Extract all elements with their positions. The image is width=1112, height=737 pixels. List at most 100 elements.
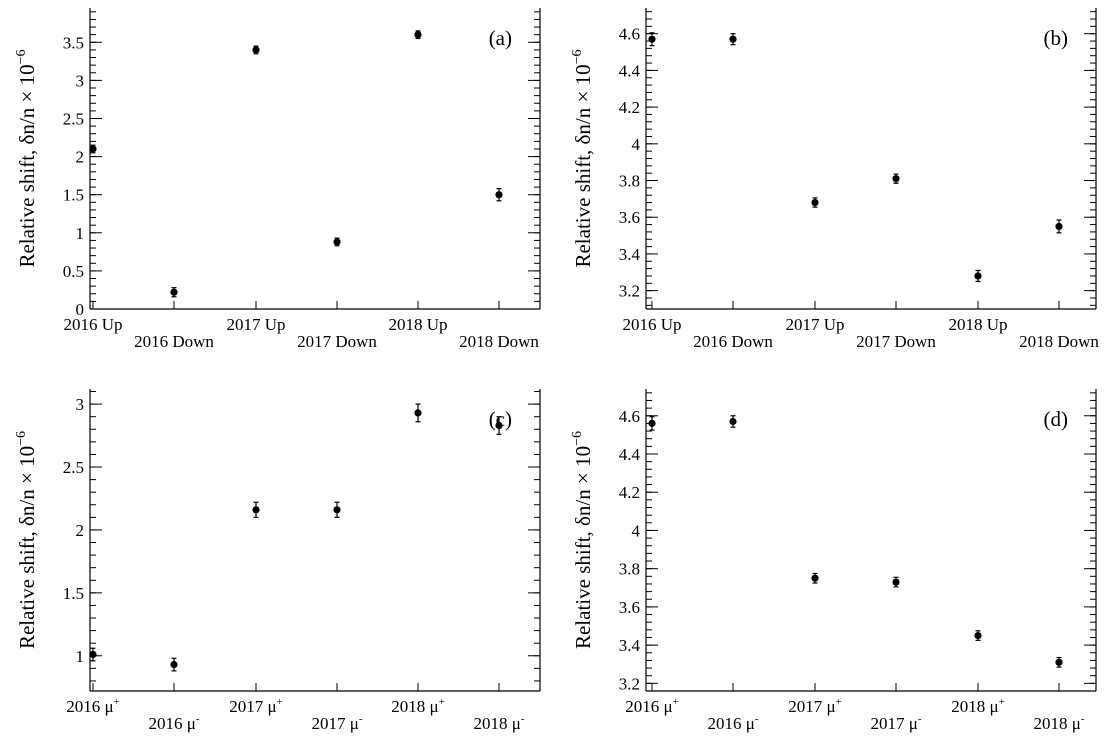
x-category-superscript: + <box>277 696 283 708</box>
y-tick-label: 4.2 <box>619 98 640 117</box>
y-tick-label: 3.2 <box>619 674 640 693</box>
x-category-base: 2016 Up <box>622 315 681 334</box>
y-axis-label-text: Relative shift, δn/n × 10 <box>15 64 39 267</box>
data-point <box>495 421 503 430</box>
y-tick-label: 0 <box>76 300 85 319</box>
x-category-base: 2016 Up <box>63 315 122 334</box>
y-tick-label: 4.4 <box>619 61 641 80</box>
x-category-label: 2017 Down <box>856 332 936 351</box>
y-tick-label: 3.4 <box>619 636 641 655</box>
x-category-base: 2016 Down <box>134 332 214 351</box>
x-category-base: 2017 μ <box>311 714 358 733</box>
y-tick-label: 4.2 <box>619 483 640 502</box>
panel-tag: (a) <box>489 26 512 50</box>
data-point <box>89 650 97 659</box>
x-category-superscript: + <box>673 696 679 708</box>
y-tick-label: 2 <box>76 148 85 167</box>
x-category-label: 2017 μ+ <box>229 696 283 716</box>
x-category-superscript: + <box>439 696 445 708</box>
panel-tag: (d) <box>1044 407 1069 431</box>
panel-a: 0 0.5 1 1.5 2 2.5 3 3.5 2016 Up 2016 Down 2017 Up 2… <box>14 8 541 351</box>
x-category-label: 2018 Down <box>459 332 539 351</box>
data-point <box>974 272 982 280</box>
y-tick-label: 2.5 <box>63 109 84 128</box>
y-axis-label-text: Relative shift, δn/n × 10 <box>571 64 595 267</box>
x-category-base: 2016 μ <box>625 697 672 716</box>
y-tick-label: 2 <box>76 521 85 540</box>
x-category-label: 2018 Up <box>388 315 447 334</box>
data-point <box>648 35 656 43</box>
y-axis-label-exponent: −6 <box>14 49 29 64</box>
x-category-base: 2016 μ <box>148 714 195 733</box>
x-category-superscript: + <box>999 696 1005 708</box>
x-category-base: 2017 μ <box>229 697 276 716</box>
x-category-superscript: - <box>918 713 922 725</box>
data-point <box>414 31 422 39</box>
y-tick-label: 3.4 <box>619 245 641 264</box>
data-point <box>414 409 422 417</box>
x-category-label: 2017 Up <box>226 315 285 334</box>
data-point <box>648 419 656 428</box>
x-category-label: 2016 μ- <box>707 713 758 733</box>
x-category-label: 2018 μ+ <box>391 696 445 716</box>
y-tick-label: 4 <box>632 135 641 154</box>
x-category-superscript: + <box>114 696 120 708</box>
x-category-label: 2016 μ- <box>148 713 199 733</box>
data-point <box>333 238 341 246</box>
x-category-base: 2017 μ <box>788 697 835 716</box>
x-category-label: 2016 μ+ <box>625 696 679 716</box>
panel-b: 3.2 3.4 3.6 3.8 4 4.2 4.4 4.6 2016 Up 2016 Down 20… <box>570 8 1099 351</box>
y-tick-label: 0.5 <box>63 262 84 281</box>
y-tick-label: 3.2 <box>619 282 640 301</box>
data-point <box>892 578 900 586</box>
data-point <box>1055 658 1063 666</box>
x-category-base: 2017 Down <box>297 332 377 351</box>
data-point <box>811 198 819 207</box>
x-category-label: 2017 Up <box>785 315 844 334</box>
y-axis-label: Relative shift, δn/n × 10−6 <box>570 431 595 649</box>
x-category-label: 2016 Down <box>134 332 214 351</box>
y-axis-label-exponent: −6 <box>14 431 29 446</box>
y-axis-label-exponent: −6 <box>570 431 585 446</box>
panel-tag: (c) <box>489 407 512 431</box>
y-tick-label: 3 <box>76 71 85 90</box>
x-category-label: 2018 μ+ <box>951 696 1005 716</box>
y-tick-label: 4.6 <box>619 407 640 426</box>
x-category-base: 2017 Down <box>856 332 936 351</box>
x-category-label: 2017 Down <box>297 332 377 351</box>
data-point <box>811 574 819 582</box>
x-category-superscript: - <box>359 713 363 725</box>
y-tick-label: 4.4 <box>619 445 641 464</box>
y-tick-label: 3.6 <box>619 208 640 227</box>
y-tick-label: 3.8 <box>619 172 640 191</box>
y-axis-label-text: Relative shift, δn/n × 10 <box>571 446 595 649</box>
data-point <box>252 506 260 514</box>
x-category-superscript: - <box>521 713 525 725</box>
x-category-base: 2018 μ <box>1033 714 1080 733</box>
y-tick-label: 1.5 <box>63 584 84 603</box>
y-tick-label: 3 <box>76 395 85 414</box>
y-tick-label: 3.5 <box>63 33 84 52</box>
x-category-base: 2016 Down <box>693 332 773 351</box>
data-point <box>495 191 503 199</box>
y-axis-label-text: Relative shift, δn/n × 10 <box>15 446 39 649</box>
panel-tag: (b) <box>1044 26 1069 50</box>
x-category-label: 2017 μ+ <box>788 696 842 716</box>
x-category-base: 2016 μ <box>66 697 113 716</box>
x-category-base: 2018 μ <box>473 714 520 733</box>
x-category-label: 2016 μ+ <box>66 696 120 716</box>
x-category-label: 2018 Down <box>1019 332 1099 351</box>
x-category-superscript: - <box>196 713 200 725</box>
y-tick-label: 2.5 <box>63 458 84 477</box>
y-axis-label: Relative shift, δn/n × 10−6 <box>14 49 39 267</box>
data-point <box>170 660 178 669</box>
x-category-base: 2018 μ <box>951 697 998 716</box>
data-point <box>89 145 97 153</box>
x-category-superscript: + <box>836 696 842 708</box>
x-category-label: 2018 μ- <box>473 713 524 733</box>
data-point <box>252 46 260 54</box>
x-category-label: 2018 Up <box>948 315 1007 334</box>
